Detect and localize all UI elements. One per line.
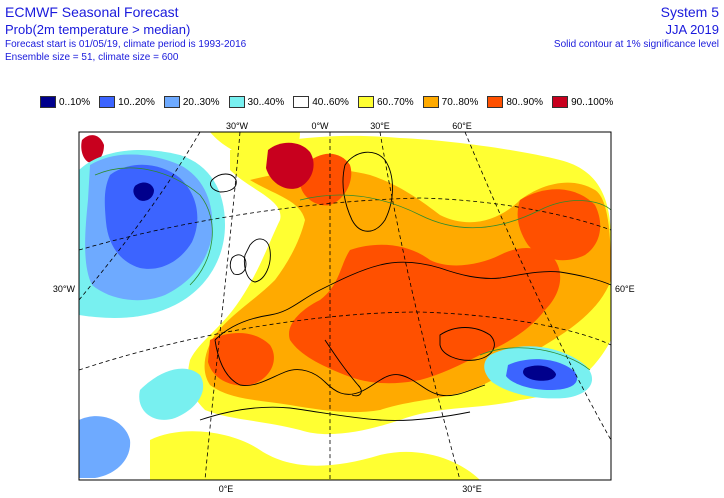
region-90-100-greenland-sea [266,142,314,189]
legend-item: 10..20% [99,95,155,109]
map-field [79,132,611,480]
legend-item: 60..70% [357,95,414,109]
region-60-70-south [150,431,480,480]
legend-item: 40..60% [293,95,349,109]
legend-swatch [552,96,569,108]
map-frame [78,131,612,481]
region-80-90-russia [517,189,601,261]
legend-item: 80..90% [487,95,543,109]
legend-swatch [357,96,374,108]
coastlines [199,151,611,421]
coastline-ireland [229,254,247,275]
region-80-90-central-europe [289,244,561,384]
legend-swatch [487,96,504,108]
coastline-iceland [209,173,237,193]
legend-item: 90..100% [552,95,613,109]
lat-label-left: 30°W [53,284,76,294]
significance-contours [94,167,611,371]
legend-swatch [228,96,245,108]
coastline-black-sea [439,327,495,361]
lon-label-top-4: 60°E [452,121,472,131]
lon-label-bottom-1: 0°E [219,484,234,494]
lon-label-bottom-2: 30°E [462,484,482,494]
region-90-100-atlantic [81,135,104,163]
coastline-scandinavia [342,151,393,232]
lon-label-top-1: 30°W [226,121,249,131]
ensemble-info: Ensemble size = 51, climate size = 600 [5,52,179,63]
region-10-20-atlantic [104,164,198,269]
legend-item: 30..40% [228,95,285,109]
legend-item: 20..30% [163,95,220,109]
region-0-10-atlantic [133,182,154,201]
coastline-north-africa [199,406,471,421]
lon-label-top-2: 0°W [311,121,329,131]
coastline-italy [324,339,362,397]
header-left: ECMWF Seasonal Forecast Prob(2m temperat… [5,4,246,64]
chart-title: ECMWF Seasonal Forecast [5,4,179,20]
lon-label-top-3: 30°E [370,121,390,131]
region-30-40-subtropics [139,368,204,420]
lat-label-right: 60°E [615,284,635,294]
legend-swatch [99,96,116,108]
chart-subtitle: Prob(2m temperature > median) [5,22,191,37]
legend-label: 70..80% [441,96,479,108]
color-legend: 0..10% 10..20% 20..30% 30..40% 40..60% 60..70… [40,95,622,109]
coastline-europe-mainland [214,261,611,341]
significance-note: Solid contour at 1% significance level [553,39,719,50]
legend-label: 80..90% [506,96,544,108]
legend-swatch [40,96,56,108]
legend-label: 10..20% [118,96,155,108]
legend-label: 20..30% [182,96,220,108]
region-80-90-iberia [208,333,274,386]
forecast-info: Forecast start is 01/05/19, climate peri… [5,39,247,50]
region-0-10-caspian [523,365,556,381]
header-right: System 5 JJA 2019 Solid contour at 1% si… [554,4,719,51]
legend-label: 30..40% [247,96,285,108]
legend-label: 40..60% [312,96,349,108]
legend-swatch [422,96,439,108]
legend-item: 70..80% [422,95,479,109]
legend-label: 60..70% [376,96,414,108]
graticule [79,132,611,480]
legend-swatch [293,96,310,108]
coastline-mediterranean [214,339,486,397]
region-20-30-west [79,416,131,478]
legend-label: 90..100% [571,96,614,108]
legend-item: 0..10% [40,95,90,109]
legend-swatch [163,96,180,108]
system-label: System 5 [660,4,719,20]
season-label: JJA 2019 [665,22,720,37]
legend-label: 0..10% [59,96,91,108]
